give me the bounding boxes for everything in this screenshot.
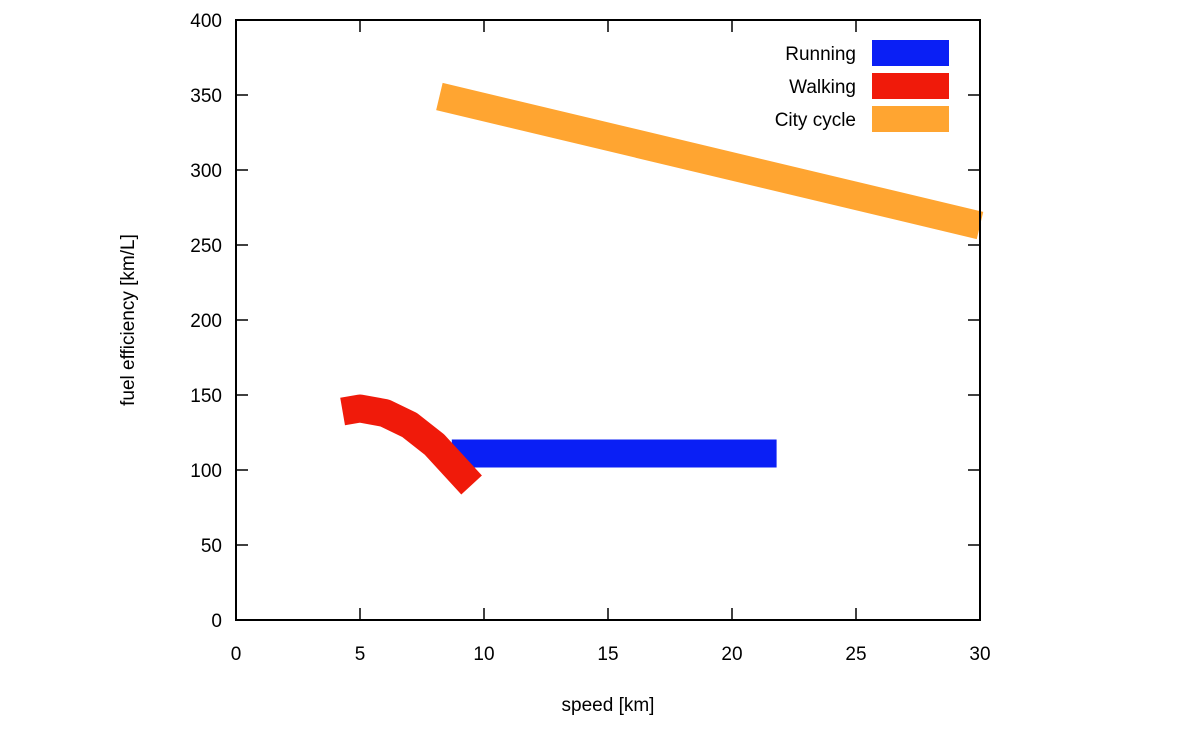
y-tick-label: 150 <box>190 386 222 407</box>
series-walking <box>340 394 482 495</box>
x-tick-label: 30 <box>969 644 990 665</box>
x-tick-label: 25 <box>845 644 866 665</box>
legend-swatch-running <box>872 40 949 66</box>
y-tick-label: 350 <box>190 86 222 107</box>
y-tick-label: 0 <box>211 611 222 632</box>
x-tick-label: 10 <box>473 644 494 665</box>
y-tick-label: 400 <box>190 11 222 32</box>
y-tick-label: 300 <box>190 161 222 182</box>
legend-swatch-city-cycle <box>872 106 949 132</box>
plot-series <box>340 82 984 495</box>
plot-frame <box>235 19 981 621</box>
legend-label-running: Running <box>785 44 856 65</box>
y-tick-label: 50 <box>201 536 222 557</box>
x-tick-label: 0 <box>231 644 242 665</box>
axis-ticks <box>235 19 981 621</box>
legend: Running Walking City cycle <box>775 40 949 132</box>
x-tick-label: 15 <box>597 644 618 665</box>
legend-label-city-cycle: City cycle <box>775 110 856 131</box>
x-tick-label: 20 <box>721 644 742 665</box>
x-axis-title: speed [km] <box>562 695 655 716</box>
series-city-cycle <box>436 82 984 240</box>
y-tick-label: 100 <box>190 461 222 482</box>
legend-label-walking: Walking <box>789 77 856 98</box>
y-tick-label: 250 <box>190 236 222 257</box>
y-axis-title: fuel efficiency [km/L] <box>118 234 139 406</box>
x-tick-label: 5 <box>355 644 366 665</box>
legend-swatch-walking <box>872 73 949 99</box>
y-tick-label: 200 <box>190 311 222 332</box>
